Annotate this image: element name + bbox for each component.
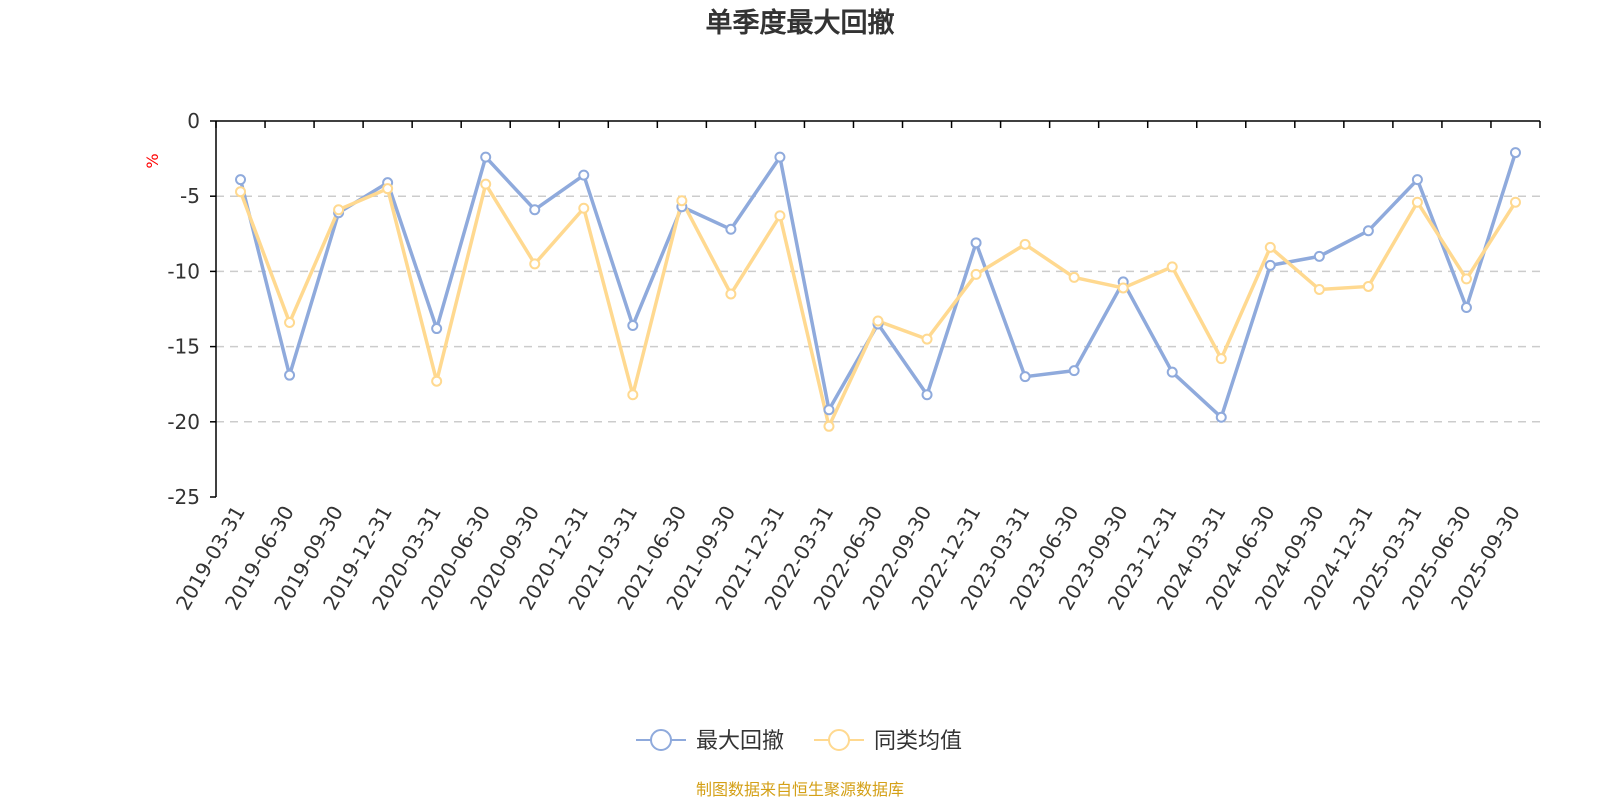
point-series-0-20 (1215, 411, 1227, 423)
legend-marker-series-0 (650, 729, 672, 751)
point-series-0-10 (725, 223, 737, 235)
point-series-0-8 (627, 320, 639, 332)
point-series-0-11 (774, 151, 786, 163)
point-series-0-22 (1313, 250, 1325, 262)
point-series-1-15 (970, 268, 982, 280)
legend-label-series-0: 最大回撤 (696, 729, 784, 754)
point-series-1-3 (382, 183, 394, 195)
point-series-1-5 (480, 178, 492, 190)
axes: 0-5-10-15-20-252019-03-312019-06-302019-… (167, 109, 1541, 614)
series-line-0 (238, 152, 1518, 420)
source-note: 制图数据来自恒生聚源数据库 (696, 780, 904, 799)
point-series-1-16 (1019, 238, 1031, 250)
point-series-1-24 (1411, 196, 1423, 208)
point-series-1-13 (872, 315, 884, 327)
point-series-1-21 (1264, 241, 1276, 253)
point-series-1-6 (529, 258, 541, 270)
y-tick-label-0: 0 (187, 109, 200, 133)
point-series-0-7 (578, 169, 590, 181)
point-series-1-1 (284, 317, 296, 329)
point-series-1-10 (725, 288, 737, 300)
point-series-1-4 (431, 375, 443, 387)
y-tick-label-1: -5 (180, 184, 200, 208)
point-series-1-11 (774, 210, 786, 222)
legend[interactable]: 最大回撤 同类均值 (636, 729, 962, 754)
point-series-0-24 (1411, 174, 1423, 186)
y-tick-label-4: -20 (167, 410, 200, 434)
point-series-1-20 (1215, 353, 1227, 365)
point-series-1-19 (1166, 261, 1178, 273)
point-series-0-26 (1509, 147, 1521, 159)
point-series-0-23 (1362, 225, 1374, 237)
point-series-1-2 (333, 204, 345, 216)
point-series-1-23 (1362, 280, 1374, 292)
point-series-1-26 (1509, 196, 1521, 208)
point-series-1-9 (676, 195, 688, 207)
point-series-1-25 (1460, 273, 1472, 285)
point-series-0-21 (1264, 259, 1276, 271)
point-series-1-22 (1313, 283, 1325, 295)
y-axis-unit: % (143, 153, 162, 168)
point-series-0-0 (235, 174, 247, 186)
point-series-0-5 (480, 151, 492, 163)
point-series-1-17 (1068, 271, 1080, 283)
point-series-1-7 (578, 202, 590, 214)
point-series-0-1 (284, 369, 296, 381)
legend-item-series-0[interactable]: 最大回撤 (636, 729, 784, 754)
point-series-0-16 (1019, 371, 1031, 383)
point-series-0-14 (921, 389, 933, 401)
point-series-1-8 (627, 389, 639, 401)
point-series-0-17 (1068, 365, 1080, 377)
point-series-0-19 (1166, 366, 1178, 378)
series-lines (235, 147, 1521, 432)
point-series-1-14 (921, 333, 933, 345)
point-series-1-0 (235, 186, 247, 198)
point-series-0-12 (823, 404, 835, 416)
point-series-0-15 (970, 237, 982, 249)
y-tick-label-2: -10 (167, 259, 200, 283)
point-series-0-4 (431, 323, 443, 335)
point-series-1-18 (1117, 282, 1129, 294)
point-series-0-6 (529, 204, 541, 216)
legend-marker-series-1 (828, 729, 850, 751)
point-series-0-25 (1460, 301, 1472, 313)
y-tick-label-5: -25 (167, 485, 200, 509)
chart-title: 单季度最大回撤 (706, 7, 895, 39)
y-tick-label-3: -15 (167, 335, 200, 359)
grid-lines (216, 195, 1540, 423)
legend-item-series-1[interactable]: 同类均值 (814, 729, 962, 754)
point-series-1-12 (823, 420, 835, 432)
legend-label-series-1: 同类均值 (874, 729, 962, 754)
series-line-1 (238, 182, 1517, 429)
